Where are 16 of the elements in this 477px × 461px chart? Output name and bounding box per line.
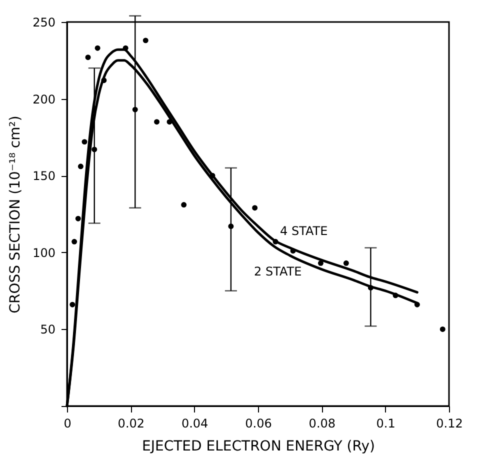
y-tick-label: 100: [32, 246, 56, 260]
y-axis-title: CROSS SECTION (10⁻¹⁸ cm²): [8, 116, 24, 314]
x-tick-label: 0.1: [376, 416, 396, 430]
y-tick-label: 50: [40, 322, 56, 337]
y-tick-label: 250: [32, 16, 56, 30]
x-tick-label: 0.08: [308, 416, 336, 430]
x-tick-label: 0.12: [436, 416, 463, 430]
x-tick-label: 0.02: [118, 416, 145, 430]
series-label: 2 STATE: [254, 264, 302, 278]
x-axis-title: EJECTED ELECTRON ENERGY (Ry): [142, 438, 375, 454]
y-tick-label: 150: [32, 169, 56, 184]
x-tick-label: 0: [64, 416, 72, 430]
y-tick-label: 200: [32, 92, 56, 106]
x-tick-label: 0.04: [181, 416, 208, 430]
x-tick-label: 0.06: [245, 416, 272, 430]
series-label: 4 STATE: [280, 224, 328, 238]
